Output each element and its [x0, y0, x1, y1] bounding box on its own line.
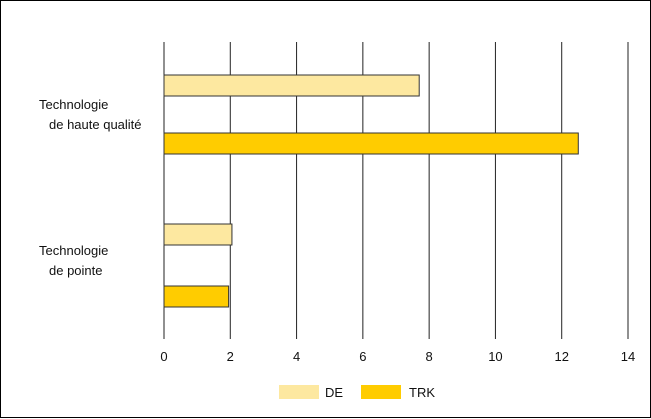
x-tick-label: 6: [359, 349, 366, 364]
x-tick-label: 2: [227, 349, 234, 364]
bar-trk-0: [163, 132, 579, 155]
legend-label-trk: TRK: [409, 385, 435, 400]
x-tick-label: 10: [488, 349, 502, 364]
x-tick-label: 14: [621, 349, 635, 364]
bar-trk-1: [163, 285, 230, 308]
legend-label-de: DE: [325, 385, 343, 400]
category-label: de haute qualité: [49, 117, 142, 132]
category-label: Technologie: [39, 97, 108, 112]
x-tick-label: 4: [293, 349, 300, 364]
x-tick-label: 0: [160, 349, 167, 364]
legend-swatch-de: [279, 385, 319, 399]
bar-de-1: [163, 223, 233, 246]
x-tick-label: 8: [426, 349, 433, 364]
bar-de-0: [163, 74, 420, 97]
category-label: de pointe: [49, 263, 103, 278]
category-label: Technologie: [39, 243, 108, 258]
legend-swatch-trk: [361, 385, 401, 399]
x-tick-label: 12: [554, 349, 568, 364]
